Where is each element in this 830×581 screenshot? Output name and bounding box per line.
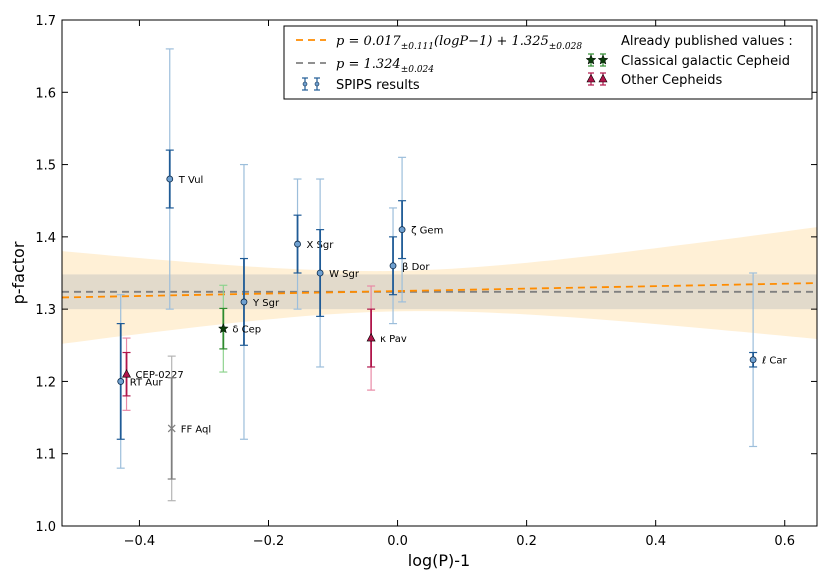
data-point: ζ Gem [398, 156, 443, 303]
point-label: T Vul [178, 175, 204, 186]
point-label: FF Aql [181, 424, 211, 435]
data-point: FF Aql [167, 355, 211, 502]
x-tick-label: 0.0 [387, 534, 408, 549]
fit-lines [62, 282, 817, 299]
star-marker [585, 54, 597, 65]
y-tick-label: 1.1 [35, 448, 56, 463]
triangle-marker [598, 73, 608, 83]
circle-marker [294, 240, 301, 248]
point-label: β Dor [402, 262, 430, 273]
y-tick-label: 1.0 [35, 520, 56, 535]
linear-fit-uncertainty-band [62, 227, 817, 344]
linear-fit-line [62, 282, 817, 299]
legend-linear-err2: ±0.028 [549, 42, 583, 52]
point-label: CEP-0227 [136, 370, 184, 381]
circle-marker [240, 298, 248, 306]
point-label: RT Aur [130, 377, 164, 388]
data-point: κ Pav [366, 285, 407, 391]
data-point: ℓ Car [749, 272, 788, 448]
x-marker [167, 424, 176, 433]
circle-marker [749, 356, 757, 364]
data-point: W Sgr [316, 178, 360, 368]
legend-constant-entry: p = 1.324±0.024 [336, 57, 434, 75]
x-tick-label: 0.2 [516, 534, 537, 549]
circle-marker [398, 226, 406, 234]
x-axis: −0.4 −0.2 0.0 0.2 0.4 0.6 [124, 20, 795, 549]
legend-marker [585, 54, 597, 65]
data-point: Y Sgr [239, 163, 280, 440]
point-label: W Sgr [329, 269, 360, 280]
y-tick-label: 1.3 [35, 303, 56, 318]
legend-classical-label: Classical galactic Cepheid [621, 54, 790, 69]
legend-box [283, 25, 813, 100]
legend-linear-pre: p = 0.017 [336, 34, 401, 49]
point-label: Y Sgr [252, 298, 280, 309]
triangle-marker [366, 332, 376, 342]
circle-marker [316, 269, 324, 277]
data-point: β Dor [389, 207, 430, 325]
x-tick-label: −0.4 [124, 534, 156, 549]
x-tick-label: 0.4 [645, 534, 666, 549]
legend-marker [314, 81, 320, 87]
data-point: RT Aur [116, 294, 164, 469]
legend-linear-err1: ±0.111 [401, 42, 434, 52]
y-tick-label: 1.2 [35, 375, 56, 390]
x-axis-label: log(P)-1 [408, 551, 470, 570]
legend-circle-marker [314, 81, 320, 87]
point-label: δ Cep [232, 325, 261, 336]
point-label: ζ Gem [411, 226, 443, 237]
star-marker [217, 323, 229, 334]
legend-constant-err: ±0.024 [401, 65, 435, 75]
data-point: T Vul [165, 48, 204, 310]
circle-marker [166, 175, 174, 183]
plot-frame [61, 19, 818, 527]
y-tick-label: 1.7 [35, 14, 56, 29]
legend-marker [597, 54, 609, 65]
legend-linear-entry: p = 0.017±0.111(logP−1) + 1.325±0.028 [336, 34, 582, 52]
legend-circle-marker [302, 81, 308, 87]
data-point: CEP-0227 [122, 337, 184, 411]
legend-linear-mid: (logP−1) + 1.325 [434, 34, 549, 49]
circle-marker [389, 262, 397, 270]
legend-spips-label: SPIPS results [336, 78, 420, 93]
legend-other-swatch [586, 72, 608, 86]
point-label: κ Pav [380, 334, 407, 345]
legend-other-label: Other Cepheids [621, 73, 722, 88]
legend-marker [598, 73, 608, 83]
legend-spips-swatch [302, 77, 320, 91]
legend-marker [302, 81, 308, 87]
star-marker [597, 54, 609, 65]
legend: p = 0.017±0.111(logP−1) + 1.325±0.028 p … [283, 25, 813, 100]
legend-constant-pre: p = 1.324 [336, 57, 401, 72]
circle-marker [117, 378, 125, 385]
legend-marker [586, 73, 596, 83]
y-tick-label: 1.6 [35, 86, 56, 101]
y-tick-label: 1.4 [35, 231, 56, 246]
legend-published-title: Already published values : [621, 34, 793, 49]
triangle-marker [122, 369, 132, 378]
data-point: δ Cep [217, 284, 261, 373]
triangle-marker [586, 73, 596, 83]
x-tick-label: 0.6 [774, 534, 795, 549]
y-axis: 1.0 1.1 1.2 1.3 1.4 1.5 1.6 1.7 [35, 14, 817, 535]
x-tick-label: −0.2 [253, 534, 285, 549]
legend-classical-swatch [585, 53, 609, 67]
y-axis-label: p-factor [9, 241, 28, 304]
point-label: ℓ Car [762, 356, 787, 367]
y-tick-label: 1.5 [35, 159, 56, 174]
